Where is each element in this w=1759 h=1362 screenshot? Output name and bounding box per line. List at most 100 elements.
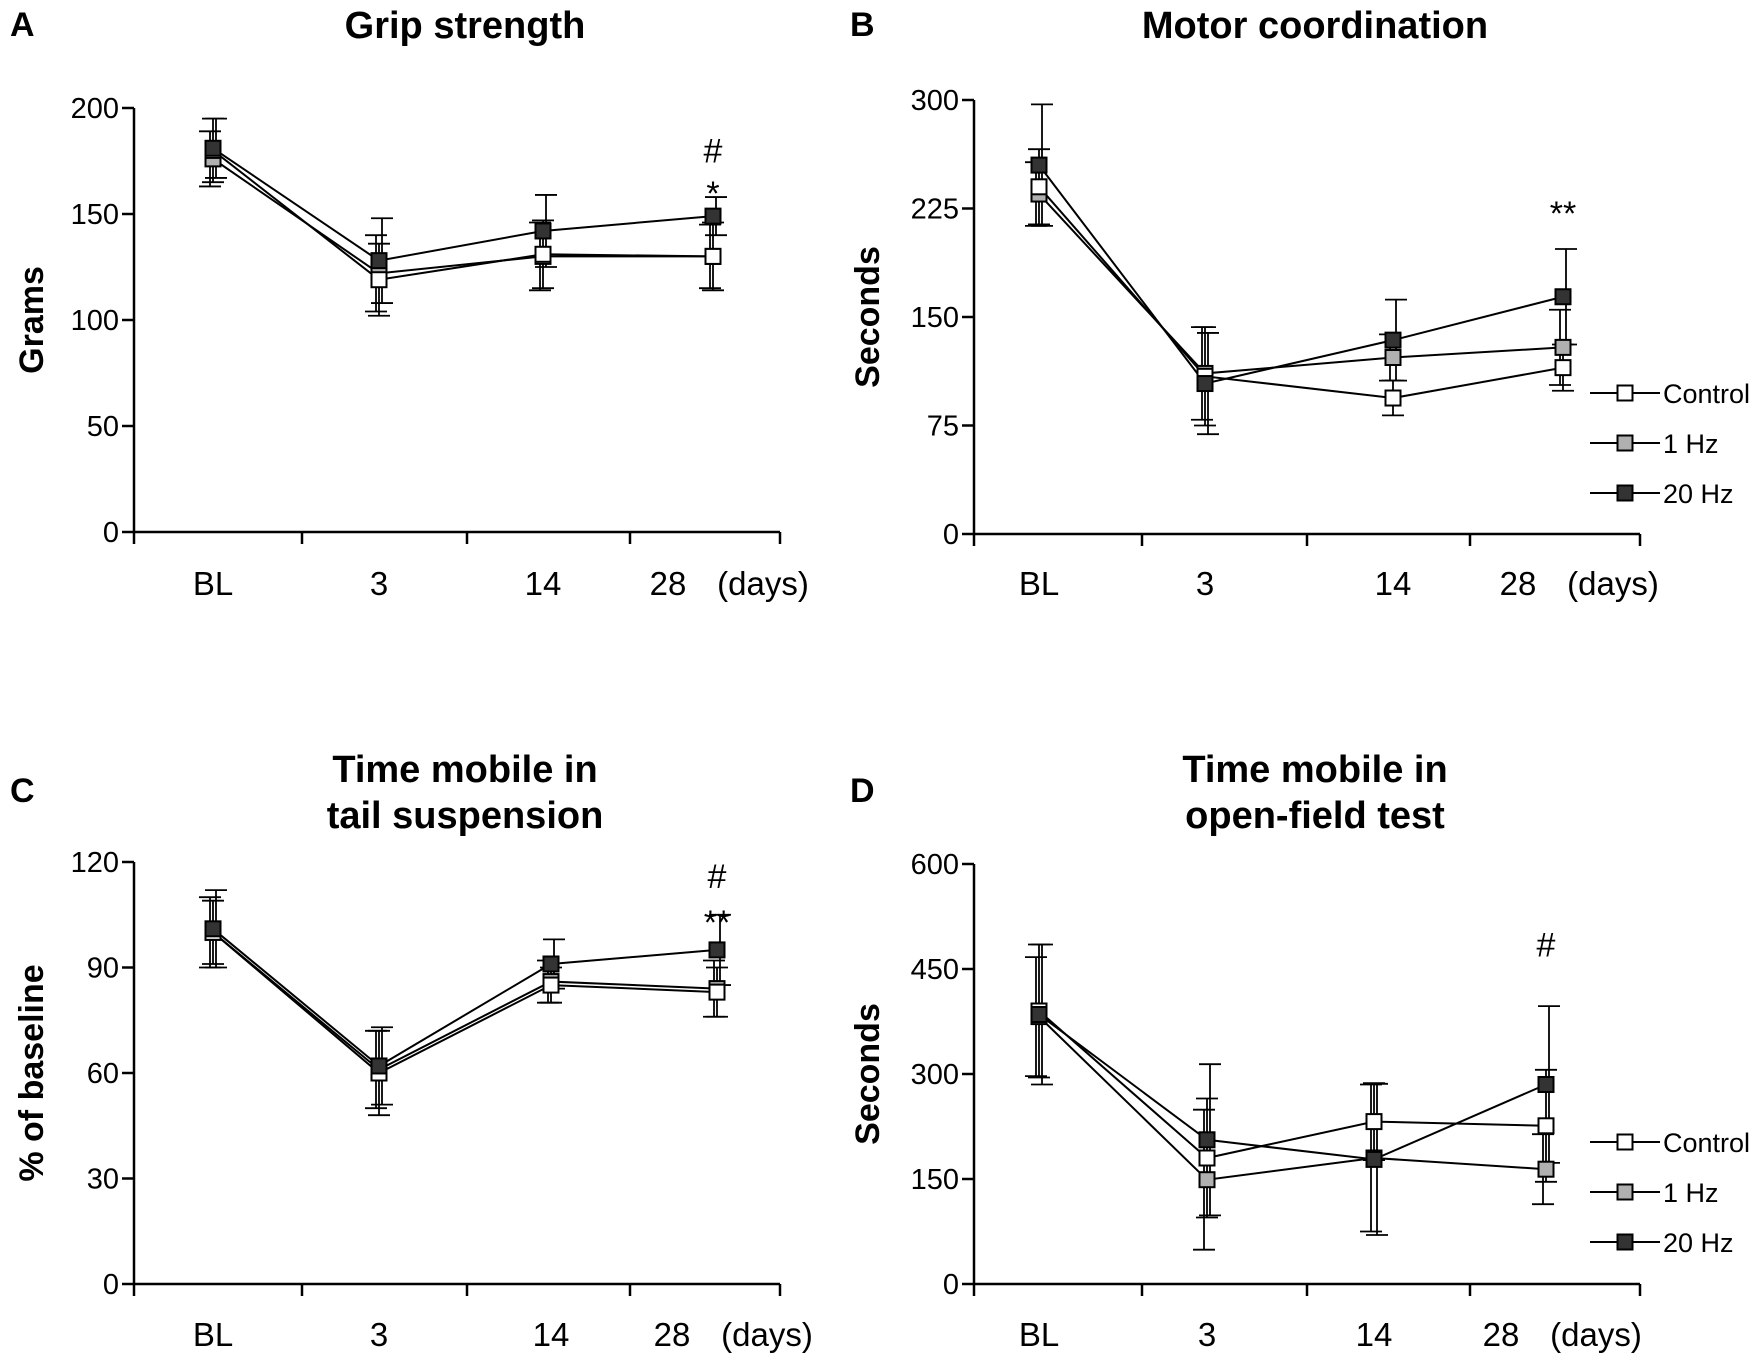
significance-annotation: ** <box>704 904 730 942</box>
y-tick-label: 100 <box>71 305 119 337</box>
data-point-20-hz <box>204 920 222 938</box>
chart-title: tail suspension <box>327 795 604 837</box>
y-tick-label: 150 <box>911 1164 959 1196</box>
data-point-control <box>542 976 560 994</box>
data-point-control <box>534 245 552 263</box>
data-point-control <box>704 247 722 265</box>
chart-title: Grip strength <box>345 5 586 47</box>
x-tick-label: 3 <box>1196 565 1214 602</box>
x-axis-unit-label: (days) <box>1550 1316 1642 1353</box>
significance-annotation: ** <box>1550 195 1576 233</box>
data-point-control <box>1554 359 1572 377</box>
data-point-control <box>1365 1113 1383 1131</box>
panel-letter: C <box>10 772 35 810</box>
chart-panel-b: B Motor coordination Seconds 0 75 150 225 300 BL… <box>849 5 1750 602</box>
series-line-control <box>1038 1010 1547 1160</box>
chart-panel-a: A Grip strength Grams 0 50 100 150 200 BL 3 14 28 (d… <box>10 5 809 602</box>
data-point-20-hz <box>370 252 388 270</box>
x-tick-label: BL <box>1019 1316 1059 1353</box>
legend-marker <box>1616 384 1634 402</box>
x-tick-label: 3 <box>370 565 388 602</box>
y-axis-label: Seconds <box>849 1003 887 1145</box>
y-tick-label: 75 <box>927 411 959 443</box>
data-point-20-hz <box>1030 156 1048 174</box>
data-point-20-hz <box>708 941 726 959</box>
legend-marker <box>1616 1233 1634 1251</box>
significance-annotation: # <box>1537 927 1556 965</box>
data-point-20-hz <box>1365 1150 1383 1168</box>
x-tick-label: 14 <box>533 1316 570 1353</box>
x-axis-unit-label: (days) <box>1567 565 1659 602</box>
legend-label: Control <box>1663 1128 1750 1158</box>
x-tick-label: 28 <box>650 565 687 602</box>
data-point-20-hz <box>704 207 722 225</box>
x-tick-label: BL <box>193 1316 233 1353</box>
data-point-control <box>708 983 726 1001</box>
x-tick-label: BL <box>1019 565 1059 602</box>
panel-letter: B <box>850 6 875 44</box>
x-tick-label: 3 <box>1198 1316 1216 1353</box>
y-axis-label: Seconds <box>849 246 887 388</box>
data-point-20-hz <box>1384 331 1402 349</box>
y-tick-label: 90 <box>87 953 119 985</box>
significance-annotation: # <box>708 858 727 896</box>
series-line-20-hz <box>212 147 714 262</box>
series-line-1-hz <box>212 158 713 275</box>
legend: Control 1 Hz 20 Hz <box>1590 1128 1750 1258</box>
series-line-control <box>1038 186 1564 400</box>
legend-label: Control <box>1663 379 1750 409</box>
legend-label: 1 Hz <box>1663 1178 1719 1208</box>
series-line-control <box>212 931 718 1075</box>
legend-marker <box>1616 1183 1634 1201</box>
y-tick-label: 60 <box>87 1058 119 1090</box>
data-point-control <box>370 271 388 289</box>
x-axis-unit-label: (days) <box>721 1316 813 1353</box>
data-point-20-hz <box>534 222 552 240</box>
y-tick-label: 0 <box>103 517 119 549</box>
chart-title: Time mobile in <box>332 749 597 791</box>
x-tick-label: BL <box>193 565 233 602</box>
series-line-20-hz <box>1038 164 1564 385</box>
y-tick-label: 200 <box>71 93 119 125</box>
legend-marker <box>1616 434 1634 452</box>
data-point-1-hz <box>1554 338 1572 356</box>
y-tick-label: 600 <box>911 849 959 881</box>
data-point-20-hz <box>1554 288 1572 306</box>
y-tick-label: 120 <box>71 847 119 879</box>
series-line-control <box>212 149 714 281</box>
x-tick-label: 3 <box>370 1316 388 1353</box>
y-tick-label: 150 <box>71 199 119 231</box>
data-point-1-hz <box>1384 349 1402 367</box>
data-point-control <box>1537 1117 1555 1135</box>
x-axis-unit-label: (days) <box>717 565 809 602</box>
y-tick-label: 225 <box>911 194 959 226</box>
x-tick-label: 28 <box>1500 565 1537 602</box>
y-tick-label: 30 <box>87 1164 119 1196</box>
chart-title: Time mobile in <box>1182 749 1447 791</box>
x-tick-label: 14 <box>1356 1316 1393 1353</box>
series-line-20-hz <box>212 928 718 1068</box>
data-point-control <box>1030 178 1048 196</box>
data-point-control <box>1198 1149 1216 1167</box>
data-point-20-hz <box>1198 1131 1216 1149</box>
series-line-1-hz <box>1038 193 1564 375</box>
y-tick-label: 0 <box>103 1269 119 1301</box>
y-tick-label: 50 <box>87 411 119 443</box>
data-point-1-hz <box>1198 1171 1216 1189</box>
x-tick-label: 28 <box>654 1316 691 1353</box>
panel-letter: A <box>10 6 35 44</box>
legend-marker <box>1616 1133 1634 1151</box>
data-point-20-hz <box>370 1057 388 1075</box>
series-line-1-hz <box>1038 1015 1547 1181</box>
data-point-20-hz <box>1537 1076 1555 1093</box>
legend-label: 1 Hz <box>1663 429 1719 459</box>
data-point-20-hz <box>204 139 222 157</box>
chart-title: Motor coordination <box>1142 5 1488 47</box>
y-axis-label: Grams <box>13 266 51 374</box>
legend-marker <box>1616 484 1634 502</box>
data-point-20-hz <box>542 955 560 973</box>
x-tick-label: 14 <box>1375 565 1412 602</box>
legend: Control 1 Hz 20 Hz <box>1590 379 1750 509</box>
